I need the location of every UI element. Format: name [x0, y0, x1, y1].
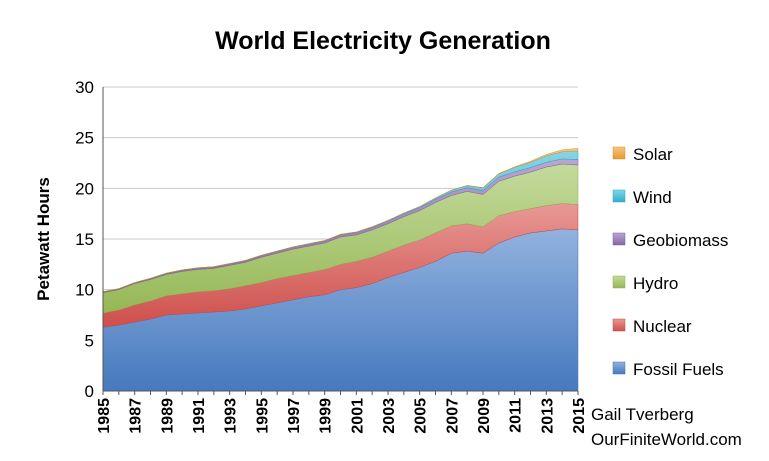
legend-label: Wind: [633, 188, 672, 207]
legend-swatch: [612, 275, 626, 289]
x-tick-label: 1997: [286, 398, 303, 434]
x-tick-label: 1993: [223, 398, 240, 434]
x-tick-label: 1995: [254, 398, 271, 434]
legend-swatch: [612, 361, 626, 375]
x-tick-label: 1985: [96, 398, 113, 434]
axes: [102, 87, 579, 395]
legend-item-fossil-fuels: Fossil Fuels: [612, 360, 724, 379]
legend-item-wind: Wind: [612, 188, 672, 207]
legend-item-hydro: Hydro: [612, 274, 678, 293]
x-tick-label: 2005: [413, 398, 430, 434]
x-tick-label: 2007: [444, 398, 461, 434]
y-tick-label: 25: [75, 129, 94, 148]
x-tick-label: 1999: [318, 398, 335, 434]
y-tick-label: 20: [75, 179, 94, 198]
x-tick-label: 2013: [539, 398, 556, 434]
credit-site: OurFiniteWorld.com: [591, 430, 742, 449]
y-tick-label: 0: [85, 382, 94, 401]
x-tick-label: 2009: [476, 398, 493, 434]
y-tick-label: 5: [85, 331, 94, 350]
y-tick-label: 10: [75, 281, 94, 300]
legend-label: Solar: [633, 145, 673, 164]
y-tick-label: 30: [75, 78, 94, 97]
y-axis-label: Petawatt Hours: [34, 177, 53, 301]
stacked-areas: [102, 148, 579, 392]
legend-label: Nuclear: [633, 317, 692, 336]
x-tick-label: 2001: [349, 398, 366, 434]
legend-label: Fossil Fuels: [633, 360, 724, 379]
legend-item-geobiomass: Geobiomass: [612, 231, 728, 250]
legend-item-solar: Solar: [612, 145, 673, 164]
legend-swatch: [612, 146, 626, 160]
x-tick-label: 1991: [191, 398, 208, 434]
x-tick-label: 2011: [508, 398, 525, 433]
legend-swatch: [612, 318, 626, 332]
x-tick-label: 1987: [128, 398, 145, 434]
x-tick-label: 2015: [571, 398, 588, 434]
x-tick-labels: 1985 1987 1989 1991 1993 1995 1997 1999 2001 2003…: [96, 398, 588, 434]
credit-author: Gail Tverberg: [591, 405, 694, 424]
legend-label: Hydro: [633, 274, 678, 293]
x-tick-label: 1989: [159, 398, 176, 434]
x-tick-label: 2003: [381, 398, 398, 434]
area-solar: [102, 148, 579, 292]
legend-swatch: [612, 189, 626, 203]
legend-item-nuclear: Nuclear: [612, 317, 692, 336]
legend-label: Geobiomass: [633, 231, 728, 250]
y-tick-labels: 0 5 10 15 20 25 30: [75, 78, 94, 401]
y-tick-label: 15: [75, 230, 94, 249]
chart-title: World Electricity Generation: [215, 27, 551, 55]
legend: Solar Wind Geobiomass Hydro Nuclear Fossil Fu…: [612, 145, 728, 379]
legend-swatch: [612, 232, 626, 246]
